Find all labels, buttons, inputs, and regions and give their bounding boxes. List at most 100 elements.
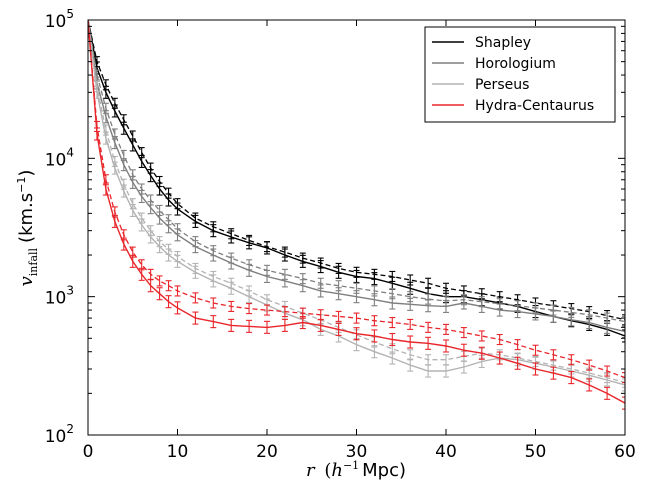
- series-layer: [88, 20, 625, 410]
- errorbar-hydra-centaurus: [111, 214, 118, 228]
- errorbar-hydra-centaurus: [147, 279, 154, 293]
- errorbar-hydra-centaurus: [389, 332, 396, 347]
- errorbar-hydra-centaurus: [93, 127, 100, 141]
- errorbar-horologium: [443, 299, 449, 313]
- series-line-dashed-perseus: [88, 20, 625, 384]
- errorbar-perseus: [246, 290, 253, 304]
- errorbar-shapley: [622, 329, 625, 343]
- errorbar-perseus: [129, 203, 136, 218]
- x-tick-label: 10: [167, 442, 189, 462]
- errorbar-dashed-hydra-centaurus: [496, 333, 503, 346]
- errorbar-dashed-hydra-centaurus: [550, 349, 557, 361]
- errorbar-hydra-centaurus: [532, 362, 539, 376]
- errorbar-horologium: [165, 220, 172, 234]
- errorbar-shapley: [299, 254, 306, 268]
- x-tick-label: 0: [83, 442, 94, 462]
- errorbar-horologium: [264, 269, 270, 284]
- errorbar-shapley: [138, 154, 145, 168]
- errorbar-shapley: [281, 248, 288, 262]
- y-axis-label: vinfall(km.s−1): [15, 170, 40, 287]
- labels-layer: 0 10 20 30 40 50 60 102 103 104 105: [45, 7, 636, 462]
- errorbar-horologium: [478, 299, 485, 313]
- errorbar-horologium: [335, 287, 342, 301]
- errorbar-horologium: [514, 305, 521, 319]
- errorbar-hydra-centaurus: [568, 371, 575, 385]
- x-tick-label: 30: [346, 442, 368, 462]
- errorbar-hydra-centaurus: [622, 396, 625, 410]
- y-tick-label: 104: [45, 145, 74, 170]
- y-tick-label: 105: [45, 7, 74, 32]
- errorbar-dashed-hydra-centaurus: [156, 275, 163, 287]
- errorbar-dashed-hydra-centaurus: [532, 344, 539, 356]
- x-tick-label: 60: [614, 442, 636, 462]
- legend-label: Hydra-Centaurus: [475, 98, 594, 114]
- y-tick-label: 102: [45, 422, 74, 447]
- errorbar-dashed-hydra-centaurus: [192, 292, 199, 304]
- errorbar-shapley: [246, 236, 253, 250]
- errorbar-perseus: [120, 184, 127, 198]
- series-line-dashed-shapley: [88, 20, 625, 321]
- errorbar-perseus: [622, 378, 625, 392]
- errorbar-dashed-hydra-centaurus: [514, 339, 521, 351]
- errorbar-dashed-hydra-centaurus: [371, 315, 378, 327]
- errorbar-shapley: [156, 182, 163, 196]
- errorbar-hydra-centaurus: [443, 339, 449, 353]
- legend-item-horologium: Horologium: [432, 56, 556, 72]
- x-tick-label: 50: [525, 442, 547, 462]
- series-line-dashed-hydra-centaurus: [88, 20, 625, 379]
- errorbar-perseus: [192, 265, 199, 279]
- legend-label: Perseus: [475, 77, 529, 93]
- errorbar-hydra-centaurus: [460, 343, 467, 357]
- errorbar-shapley: [353, 269, 360, 284]
- errorbar-dashed-hydra-centaurus: [228, 300, 235, 312]
- errorbar-perseus: [138, 218, 145, 232]
- legend: Shapley Horologium Perseus Hydra-Centaurus: [424, 26, 616, 123]
- errorbar-perseus: [228, 281, 235, 295]
- errorbar-horologium: [246, 263, 253, 277]
- errorbar-hydra-centaurus: [138, 267, 145, 281]
- errorbar-hydra-centaurus: [102, 182, 109, 196]
- errorbar-perseus: [111, 161, 118, 175]
- errorbar-hydra-centaurus: [156, 287, 163, 301]
- errorbar-hydra-centaurus: [299, 315, 306, 330]
- errorbar-perseus: [353, 338, 360, 352]
- series-line-shapley: [88, 20, 625, 337]
- errorbar-perseus: [443, 364, 449, 378]
- errorbar-shapley: [371, 272, 378, 286]
- series-horologium: [88, 20, 625, 339]
- series-line-horologium: [88, 20, 625, 333]
- errorbar-shapley: [335, 265, 342, 279]
- errorbar-hydra-centaurus: [478, 346, 485, 360]
- errorbar-perseus: [389, 351, 396, 365]
- errorbar-horologium: [228, 256, 235, 270]
- x-tick-label: 40: [435, 442, 457, 462]
- errorbar-hydra-centaurus: [264, 320, 270, 334]
- errorbar-hydra-centaurus: [604, 386, 611, 400]
- errorbar-perseus: [102, 131, 109, 145]
- errorbar-shapley: [317, 260, 324, 274]
- series-line-hydra-centaurus: [88, 20, 625, 404]
- errorbar-horologium: [425, 299, 432, 313]
- legend-label: Horologium: [475, 56, 556, 72]
- errorbar-dashed-horologium: [622, 316, 625, 328]
- errorbar-hydra-centaurus: [192, 311, 199, 325]
- errorbar-hydra-centaurus: [174, 301, 181, 315]
- errorbar-shapley: [210, 224, 217, 238]
- errorbar-horologium: [138, 189, 145, 204]
- legend-item-hydra-centaurus: Hydra-Centaurus: [432, 98, 594, 114]
- errorbar-perseus: [425, 364, 432, 378]
- x-axis-label: r (h−1 Mpc): [306, 459, 406, 481]
- errorbar-hydra-centaurus: [129, 254, 136, 268]
- errorbar-dashed-hydra-centaurus: [246, 303, 253, 315]
- errorbar-horologium: [604, 320, 611, 334]
- errorbar-hydra-centaurus: [586, 378, 593, 392]
- errorbar-perseus: [460, 360, 467, 374]
- errorbar-hydra-centaurus: [407, 335, 414, 349]
- errorbar-perseus: [210, 274, 217, 288]
- errorbar-shapley: [264, 241, 270, 255]
- errorbar-dashed-shapley: [622, 314, 625, 326]
- errorbar-dashed-hydra-centaurus: [389, 316, 396, 329]
- errorbar-hydra-centaurus: [246, 319, 253, 333]
- errorbar-hydra-centaurus: [210, 315, 217, 329]
